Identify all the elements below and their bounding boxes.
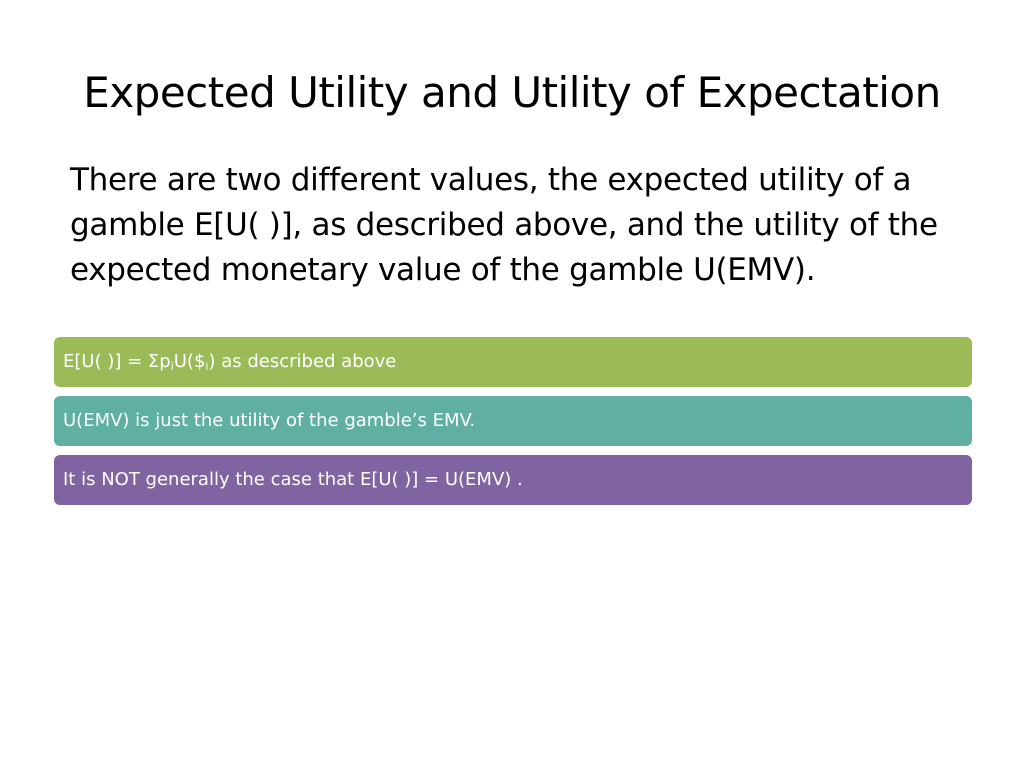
bar-utility-of-emv: U(EMV) is just the utility of the gamble… bbox=[54, 396, 972, 446]
bar-1-subscript-2: i bbox=[205, 360, 209, 373]
bar-1-text-a: E[U( )] = Σp bbox=[63, 351, 171, 372]
bar-1-text-c: ) as described above bbox=[208, 351, 397, 372]
bar-expected-utility: E[U( )] = ΣpiU($i) as described above bbox=[54, 337, 972, 387]
bar-1-text-b: U($ bbox=[173, 351, 206, 372]
bar-not-equal-statement: It is NOT generally the case that E[U( )… bbox=[54, 455, 972, 505]
bar-3-text: It is NOT generally the case that E[U( )… bbox=[63, 469, 523, 490]
body-paragraph: There are two different values, the expe… bbox=[70, 162, 938, 288]
bar-2-text: U(EMV) is just the utility of the gamble… bbox=[63, 410, 476, 431]
bar-1-subscript-1: i bbox=[170, 360, 174, 373]
slide-title: Expected Utility and Utility of Expectat… bbox=[83, 68, 941, 117]
